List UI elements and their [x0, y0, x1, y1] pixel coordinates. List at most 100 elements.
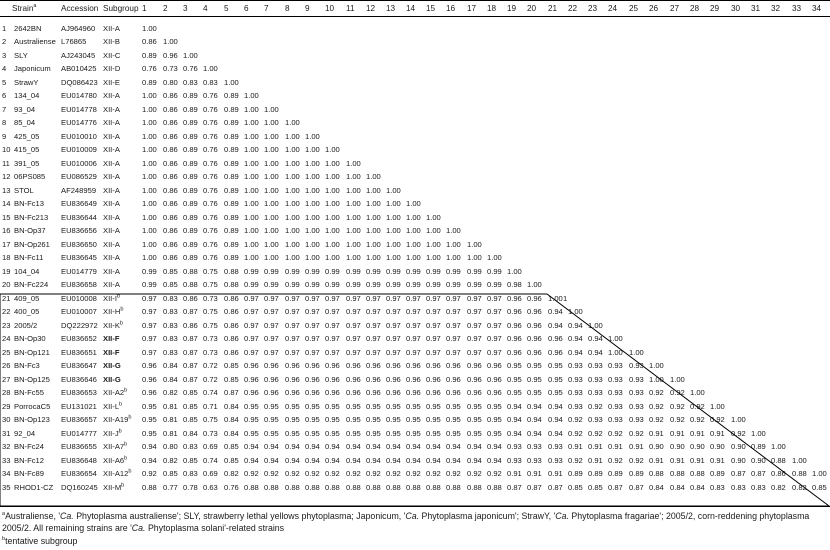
identity-value-text: 0.97 — [325, 320, 340, 330]
identity-value-text: 0.85 — [183, 415, 198, 425]
identity-value-text: 0.96 — [527, 307, 542, 317]
subgroup-text: XII-D — [103, 64, 121, 74]
strain-name-text: BN-Fc213 — [14, 212, 49, 222]
identity-value: 0.97 — [346, 348, 361, 357]
header-col-7: 7 — [264, 4, 269, 12]
identity-value: 0.95 — [264, 416, 279, 424]
identity-value-text: 0.95 — [527, 374, 542, 384]
strain-name: PorrocaC5 — [14, 401, 51, 411]
identity-value-text: 1.00 — [346, 226, 361, 236]
strain-name: 409_05 — [14, 294, 39, 303]
identity-value-text: 0.96 — [487, 361, 502, 371]
accession: DQ086423 — [61, 78, 98, 87]
identity-value-text: 0.97 — [142, 293, 157, 303]
row-number-text: 18 — [2, 253, 11, 263]
identity-value-text: 1.00 — [142, 23, 157, 33]
identity-value-text: 0.91 — [649, 455, 664, 465]
identity-value: 0.94 — [244, 456, 259, 465]
identity-value: 1.00 — [244, 119, 259, 127]
identity-value-text: 0.92 — [649, 388, 664, 398]
row-number-text: 31 — [2, 428, 11, 438]
identity-value-text: 0.71 — [203, 401, 218, 411]
subgroup-text: XII-A — [103, 172, 120, 182]
identity-value-text: 1.00 — [325, 199, 340, 209]
identity-value-text: 0.95 — [325, 401, 340, 411]
identity-value-text: 0.93 — [629, 361, 644, 371]
identity-value-text: 0.91 — [629, 442, 644, 452]
identity-value-text: 0.95 — [467, 428, 482, 438]
subgroup-text: XII-A — [103, 185, 120, 195]
accession-text: EU010006 — [61, 158, 97, 168]
identity-value: 1.00 — [386, 213, 401, 222]
identity-value-text: 0.96 — [406, 361, 421, 371]
identity-value: 0.95 — [467, 402, 482, 411]
identity-value: 0.95 — [366, 428, 381, 438]
identity-value: 0.95 — [305, 402, 320, 411]
identity-value-text: 0.96 — [386, 374, 401, 384]
identity-value-text: 0.86 — [771, 469, 786, 479]
strain-name-text: Japonicum — [14, 64, 51, 74]
identity-value: 0.95 — [426, 429, 441, 438]
identity-value-text: 0.94 — [588, 334, 603, 344]
identity-value: 0.73 — [163, 65, 178, 73]
identity-value: 0.95 — [305, 416, 320, 424]
identity-value-text: 0.93 — [568, 388, 583, 398]
identity-value: 1.00 — [142, 240, 157, 249]
identity-value-text: 0.91 — [527, 469, 542, 479]
identity-value: 0.89 — [710, 470, 725, 478]
identity-value-text: 0.94 — [142, 455, 157, 465]
identity-value-text: 0.92 — [285, 469, 300, 479]
identity-value-text: 0.99 — [446, 266, 461, 276]
row-number-text: 21 — [2, 293, 11, 303]
identity-value: 0.94 — [406, 456, 421, 465]
subgroup-text: XII-A — [103, 158, 120, 168]
strain-name: Australiense — [14, 38, 56, 46]
identity-value: 0.86 — [163, 146, 178, 154]
identity-value: 0.92 — [568, 416, 583, 424]
identity-value-text: 0.99 — [386, 280, 401, 290]
row-number-text: 33 — [2, 455, 11, 465]
identity-value-text: 0.94 — [264, 455, 279, 465]
identity-value: 0.92 — [670, 402, 685, 411]
strain-name-text: PorrocaC5 — [14, 401, 51, 411]
identity-value-text: 0.86 — [163, 253, 178, 263]
identity-value: 0.89 — [588, 470, 603, 478]
row-number-text: 24 — [2, 334, 11, 344]
accession-text: EU836644 — [61, 212, 97, 222]
identity-value: 0.89 — [224, 119, 239, 127]
identity-value-text: 1.00 — [588, 320, 603, 330]
identity-value: 1.00 — [406, 227, 421, 235]
identity-value-text: 0.95 — [285, 401, 300, 411]
subgroup: XII-A — [103, 281, 120, 289]
strain-name: BN-Op261 — [14, 240, 50, 249]
identity-value: 0.92 — [142, 470, 157, 478]
identity-value: 0.92 — [366, 470, 381, 478]
identity-value-text: 0.99 — [346, 280, 361, 290]
accession: EU131021 — [61, 401, 97, 411]
identity-value-text: 1.00 — [285, 239, 300, 249]
identity-value: 0.94 — [588, 335, 603, 343]
identity-value: 0.92 — [264, 470, 279, 478]
row-number: 11 — [2, 159, 10, 168]
identity-value: 1.00 — [305, 254, 320, 262]
identity-value: 0.76 — [203, 200, 218, 208]
identity-value-text: 1.00 — [264, 172, 279, 182]
identity-value: 0.97 — [386, 347, 401, 357]
header-col-26: 26 — [649, 4, 658, 12]
identity-value-text: 0.97 — [386, 347, 401, 357]
accession: EU836657 — [61, 416, 97, 424]
identity-value: 0.83 — [203, 78, 218, 87]
identity-value-text: 1.00 — [325, 253, 340, 263]
identity-value-text: 0.76 — [203, 131, 218, 141]
identity-value: 1.00 — [446, 254, 461, 262]
identity-value: 0.93 — [507, 443, 522, 451]
strain-name-text: BN-Op30 — [14, 334, 46, 344]
identity-value-text: 0.88 — [183, 280, 198, 290]
strain-name-text: 134_04 — [14, 91, 40, 101]
identity-value-text: 0.95 — [366, 428, 381, 438]
identity-value-text: 0.99 — [406, 280, 421, 290]
identity-value-text: 0.89 — [568, 469, 583, 479]
identity-value-text: 0.92 — [467, 469, 482, 479]
identity-value: 1.00 — [346, 159, 361, 168]
accession-text: EU131021 — [61, 401, 97, 411]
